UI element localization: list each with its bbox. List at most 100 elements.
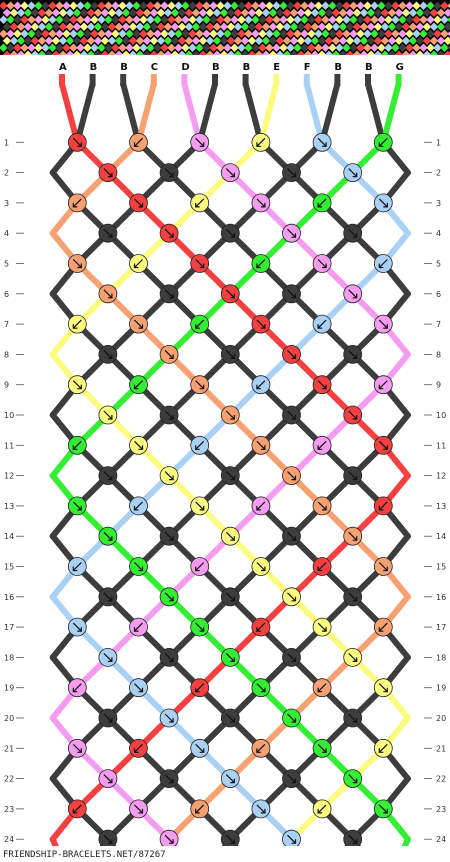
knot: [98, 344, 118, 364]
row-label-left: 13: [4, 502, 14, 511]
preview-knot: [366, 22, 376, 32]
knot: [282, 223, 301, 243]
row-label-right: 10: [436, 411, 446, 420]
preview-knot: [128, 50, 138, 55]
thread-segment: [401, 836, 411, 846]
preview-knot: [359, 22, 369, 32]
knot: [343, 526, 363, 546]
preview-knot: [296, 8, 306, 18]
knot-arrow-icon: [256, 683, 266, 693]
knot-arrow-icon: [378, 259, 388, 269]
preview-knot: [419, 29, 428, 39]
knot-arrow-icon: [164, 834, 174, 844]
row-label-left: 24: [4, 835, 14, 844]
top-thread-stub: [242, 74, 249, 86]
knot: [190, 254, 210, 273]
preview-knot: [307, 29, 316, 39]
row-label-left: 12: [4, 472, 14, 481]
knot: [67, 617, 87, 637]
knot-arrow-icon: [195, 259, 205, 269]
preview-knot: [338, 36, 348, 46]
knot-arrow-icon: [72, 804, 82, 814]
knot-arrow-icon: [378, 380, 388, 390]
preview-knot: [370, 1, 379, 11]
preview-knot: [272, 29, 281, 39]
knot: [220, 284, 240, 304]
knot: [190, 435, 210, 455]
knot-arrow-icon: [287, 228, 297, 238]
preview-knot: [27, 1, 36, 11]
preview-knot: [51, 50, 61, 55]
preview-knot: [352, 22, 362, 32]
preview-knot: [293, 43, 302, 53]
knot-arrow-icon: [256, 137, 266, 147]
preview-knot: [398, 43, 407, 53]
row-label-right: 6: [436, 290, 441, 299]
preview-knot: [363, 29, 372, 39]
thread-segment: [181, 81, 203, 146]
knot-arrow-icon: [256, 562, 266, 572]
knot: [251, 738, 271, 758]
preview-knot: [23, 8, 33, 18]
knot: [220, 708, 240, 728]
row-label-left: 9: [4, 381, 9, 390]
preview-knot: [41, 15, 50, 25]
knot-arrow-icon: [225, 410, 235, 420]
knot: [190, 738, 210, 758]
preview-knot: [436, 22, 446, 32]
preview-knot: [394, 36, 404, 46]
knot: [159, 708, 179, 728]
preview-knot: [27, 43, 36, 53]
knot-arrow-icon: [225, 652, 235, 662]
preview-knot: [293, 1, 302, 11]
preview-knot: [377, 1, 386, 11]
preview-knot: [16, 50, 26, 55]
preview-knot: [254, 50, 264, 55]
row-label-right: 19: [436, 684, 446, 693]
row-label-right: 18: [436, 653, 446, 662]
knot: [282, 708, 301, 728]
preview-knot: [48, 43, 57, 53]
thread-letters: ABBCDBBEFBBGABBCDBBEFBBG: [59, 62, 404, 86]
preview-knot: [331, 22, 341, 32]
top-thread-stub: [303, 74, 310, 86]
knot-arrow-icon: [287, 289, 297, 299]
preview-knot: [324, 22, 334, 32]
preview-knot: [300, 43, 309, 53]
knot-arrow-icon: [317, 319, 327, 329]
knot-arrow-icon: [256, 198, 266, 208]
knot-arrow-icon: [225, 713, 235, 723]
preview-knot: [268, 36, 278, 46]
preview-knot: [317, 36, 327, 46]
preview-knot: [20, 15, 29, 25]
knot-arrow-icon: [164, 652, 174, 662]
preview-knot: [51, 22, 61, 32]
knot: [282, 829, 301, 846]
preview-knot: [328, 1, 337, 11]
knot: [159, 405, 179, 425]
knot: [129, 617, 148, 637]
knot: [67, 193, 87, 213]
knot: [129, 132, 148, 152]
knot: [220, 466, 240, 486]
knot-arrow-icon: [72, 259, 82, 269]
preview-knot: [272, 43, 281, 53]
knot-arrow-icon: [225, 531, 235, 541]
top-thread-letter: F: [304, 62, 311, 73]
knot-arrow-icon: [225, 592, 235, 602]
knot: [159, 163, 179, 182]
preview-knot: [6, 15, 15, 25]
preview-knot: [265, 29, 274, 39]
preview-knot: [321, 29, 330, 39]
preview-knot: [426, 43, 435, 53]
preview-knot: [366, 8, 376, 18]
row-label-right: 13: [436, 502, 446, 511]
knot-arrow-icon: [164, 713, 174, 723]
top-thread-letter: G: [396, 62, 404, 73]
knot: [282, 769, 301, 788]
top-thread-stub: [181, 74, 188, 86]
knot: [282, 405, 301, 425]
knot-arrow-icon: [195, 804, 205, 814]
preview-knot: [349, 1, 358, 11]
preview-knot: [300, 15, 309, 25]
